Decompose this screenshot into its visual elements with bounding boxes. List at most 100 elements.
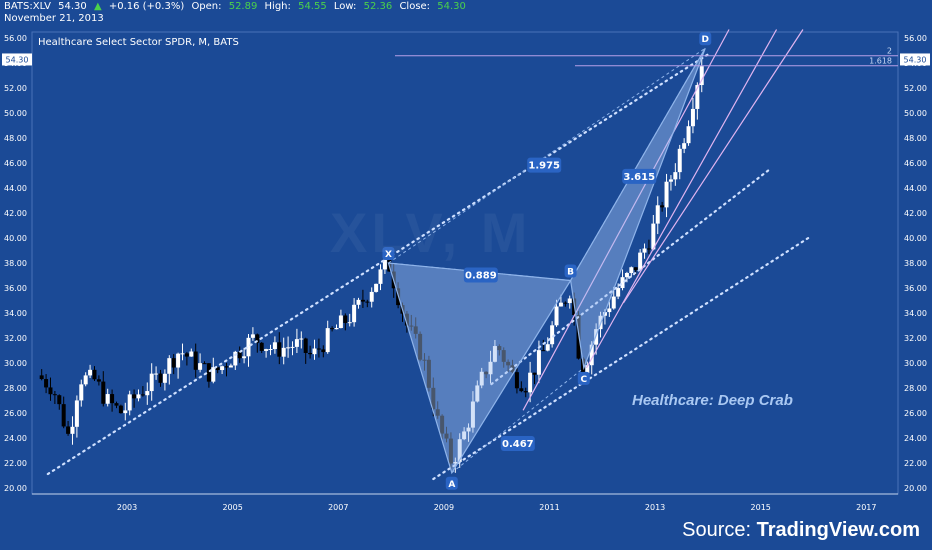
candle-body: [334, 328, 339, 330]
candle-body: [682, 143, 687, 149]
candle-body: [176, 353, 181, 368]
last-price-label-left: 54.30: [6, 55, 29, 64]
close-value: 54.30: [437, 1, 466, 12]
chart-title: Healthcare Select Sector SPDR, M, BATS: [38, 37, 239, 48]
candle-body: [686, 126, 691, 144]
candle-body: [352, 304, 357, 323]
candle-body: [343, 315, 348, 323]
candle-body: [70, 426, 75, 434]
candle-body: [277, 342, 282, 357]
candle-body: [105, 394, 110, 404]
candle-body: [268, 349, 273, 351]
y-tick-label-left: 44.00: [4, 184, 27, 193]
candle-body: [550, 325, 555, 345]
ratio-label: 1.975: [528, 161, 560, 172]
x-tick-label: 2015: [751, 503, 771, 512]
y-tick-label-right: 36.00: [904, 284, 927, 293]
y-tick-label-left: 56.00: [4, 34, 27, 43]
up-arrow-icon: ▲: [93, 1, 102, 12]
candle-body: [286, 347, 291, 349]
x-tick-label: 2013: [645, 503, 665, 512]
candle-body: [96, 379, 101, 382]
fib-level-label: 2: [887, 47, 892, 56]
candle-body: [356, 299, 361, 305]
candle-body: [79, 384, 84, 401]
candle-body: [695, 85, 700, 109]
candle-body: [321, 349, 326, 353]
source-credit: Source: TradingView.com: [682, 519, 920, 542]
y-tick-label-left: 20.00: [4, 484, 27, 493]
candle-body: [272, 342, 277, 350]
ratio-badge: [463, 267, 498, 283]
candle-body: [312, 348, 317, 355]
pattern-annotation: Healthcare: Deep Crab: [632, 392, 793, 409]
y-tick-label-left: 50.00: [4, 109, 27, 118]
candle-body: [651, 223, 656, 250]
change-value: +0.16 (+0.3%): [108, 1, 185, 12]
candle-body: [290, 346, 295, 348]
pattern-point-label: C: [581, 375, 588, 385]
candle-body: [316, 348, 321, 350]
candle-body: [413, 326, 418, 334]
x-tick-label: 2017: [856, 503, 876, 512]
candle-body: [426, 359, 431, 388]
pattern-ratio-line: [388, 47, 706, 264]
symbol-header: BATS:XLV 54.30 ▲ +0.16 (+0.3%) Open: 52.…: [4, 1, 470, 12]
candle-body: [88, 369, 93, 376]
candle-body: [501, 350, 506, 362]
symbol-name[interactable]: BATS:XLV: [4, 1, 51, 12]
candle-body: [369, 291, 374, 302]
dotted-trendline: [490, 167, 773, 386]
candle-body: [39, 375, 44, 380]
pattern-point-label: A: [448, 480, 455, 490]
pattern-xab: [387, 262, 572, 475]
candle-body: [607, 308, 612, 313]
candle-body: [294, 339, 299, 347]
candle-body: [242, 356, 247, 359]
candle-body: [484, 371, 489, 375]
candle-body: [448, 438, 453, 464]
candle-body: [171, 358, 176, 368]
candle-body: [44, 379, 49, 388]
pattern-point-badge: [564, 264, 577, 278]
open-value: 52.89: [228, 1, 258, 12]
y-tick-label-right: 42.00: [904, 209, 927, 218]
last-price-marker-right: [900, 53, 930, 66]
y-tick-label-right: 44.00: [904, 184, 927, 193]
last-price-marker-left: [2, 53, 32, 66]
y-tick-label-left: 40.00: [4, 234, 27, 243]
candle-body: [470, 401, 475, 428]
candle-body: [237, 351, 242, 359]
pattern-ratio-line: [451, 367, 585, 474]
candle-body: [492, 346, 497, 362]
candle-body: [308, 352, 313, 355]
channel-line: [522, 29, 730, 411]
candle-body: [246, 337, 251, 357]
y-tick-label-right: 20.00: [904, 484, 927, 493]
candle-body: [61, 404, 66, 427]
candle-body: [167, 358, 172, 374]
quote-date: November 21, 2013: [4, 13, 104, 24]
candle-body: [180, 353, 185, 355]
channel-line: [585, 29, 778, 369]
candle-body: [299, 338, 304, 340]
y-tick-label-right: 46.00: [904, 159, 927, 168]
candle-body: [118, 405, 123, 414]
candle-body: [220, 366, 225, 371]
y-tick-label-left: 34.00: [4, 309, 27, 318]
pattern-point-badge: [445, 476, 458, 490]
candle-body: [633, 267, 638, 271]
candle-body: [655, 205, 660, 224]
candle-body: [431, 387, 436, 410]
candle-body: [528, 372, 533, 393]
y-tick-label-right: 24.00: [904, 434, 927, 443]
y-tick-label-left: 28.00: [4, 384, 27, 393]
last-price: 54.30: [58, 1, 87, 12]
candle-body: [184, 353, 189, 357]
candle-body: [224, 366, 229, 368]
ratio-label: 0.889: [465, 270, 497, 281]
candle-body: [457, 439, 462, 462]
candle-body: [228, 365, 233, 368]
fib-level-label: 1.618: [869, 57, 892, 66]
candle-body: [519, 388, 524, 392]
